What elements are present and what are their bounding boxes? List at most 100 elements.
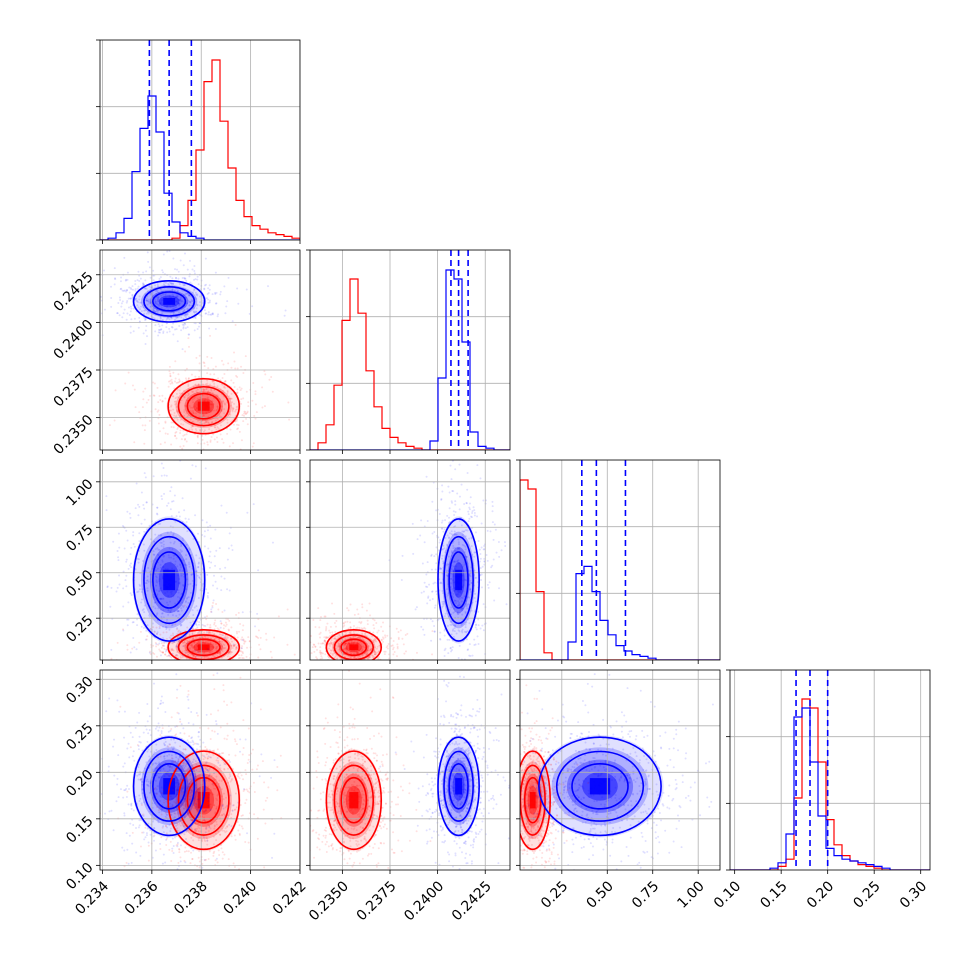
sample-point [547,829,550,832]
sample-point [355,651,358,654]
sample-point [267,674,269,676]
sample-point [129,297,132,300]
sample-point [320,651,323,654]
sample-point [527,828,530,831]
sample-point [125,861,128,864]
sample-point [156,298,159,301]
sample-point [173,800,176,803]
sample-point [529,755,532,758]
sample-point [168,295,171,298]
sample-point [357,680,359,682]
sample-point [121,316,124,319]
sample-point [376,754,379,757]
sample-point [171,850,174,853]
sample-point [313,650,316,653]
sample-point [544,813,547,816]
sample-point [246,646,249,649]
sample-point [183,732,186,735]
sample-point [350,807,353,810]
sample-point [176,268,179,271]
sample-point [349,656,352,659]
sample-point [223,660,225,662]
sample-point [323,727,326,730]
sample-point [238,430,241,433]
sample-point [169,611,172,614]
sample-point [529,730,532,733]
sample-point [209,373,212,376]
sample-point [345,642,348,645]
sample-point [229,650,232,653]
sample-point [531,850,534,853]
sample-point [229,652,232,655]
sample-point [323,639,326,642]
sample-point [216,395,219,398]
sample-point [236,392,239,395]
sample-point [381,764,384,767]
sample-point [370,777,373,780]
sample-point [195,829,198,832]
sample-point [348,662,350,664]
sample-point [159,316,162,319]
sample-point [142,398,145,401]
sample-point [187,392,190,395]
sample-point [243,414,246,417]
sample-point [149,276,152,279]
sample-point [191,858,194,861]
sample-point [205,283,208,286]
sample-point [390,645,393,648]
sample-point [201,815,204,818]
sample-point [211,406,214,409]
sample-point [353,645,356,648]
sample-point [377,651,380,654]
sample-point [351,708,354,711]
sample-point [188,294,191,297]
sample-point [243,642,246,645]
sample-point [158,300,161,303]
sample-point [367,791,370,794]
sample-point [165,318,168,321]
sample-point [216,645,219,648]
sample-point [555,814,558,817]
sample-point [555,793,558,796]
sample-point [539,764,542,767]
sample-point [52,286,54,288]
sample-point [357,752,360,755]
sample-point [188,547,191,550]
sample-point [221,611,224,614]
sample-point [192,833,195,836]
sample-point [349,636,352,639]
sample-point [528,823,531,826]
sample-point [208,850,211,853]
sample-point [506,801,508,803]
sample-point [177,396,180,399]
sample-point [100,295,103,298]
sample-point [365,650,368,653]
sample-point [269,801,271,803]
sample-point [351,789,354,792]
sample-point [334,655,337,658]
sample-point [170,426,173,429]
sample-point [342,851,345,854]
sample-point [179,299,182,302]
sample-point [356,641,359,644]
sample-point [207,830,210,833]
sample-point [209,803,212,806]
sample-point [318,809,321,812]
sample-point [168,330,171,333]
sample-point [182,785,185,788]
sample-point [319,792,322,795]
sample-point [367,649,370,652]
sample-point [356,641,359,644]
sample-point [135,297,138,300]
sample-point [212,674,215,677]
sample-point [228,759,231,762]
sample-point [197,325,200,328]
sample-point [204,666,206,668]
sample-point [166,331,169,334]
sample-point [358,795,361,798]
sample-point [347,849,350,852]
sample-point [540,832,543,835]
sample-point [356,642,359,645]
sample-point [318,848,321,851]
sample-point [168,318,171,321]
